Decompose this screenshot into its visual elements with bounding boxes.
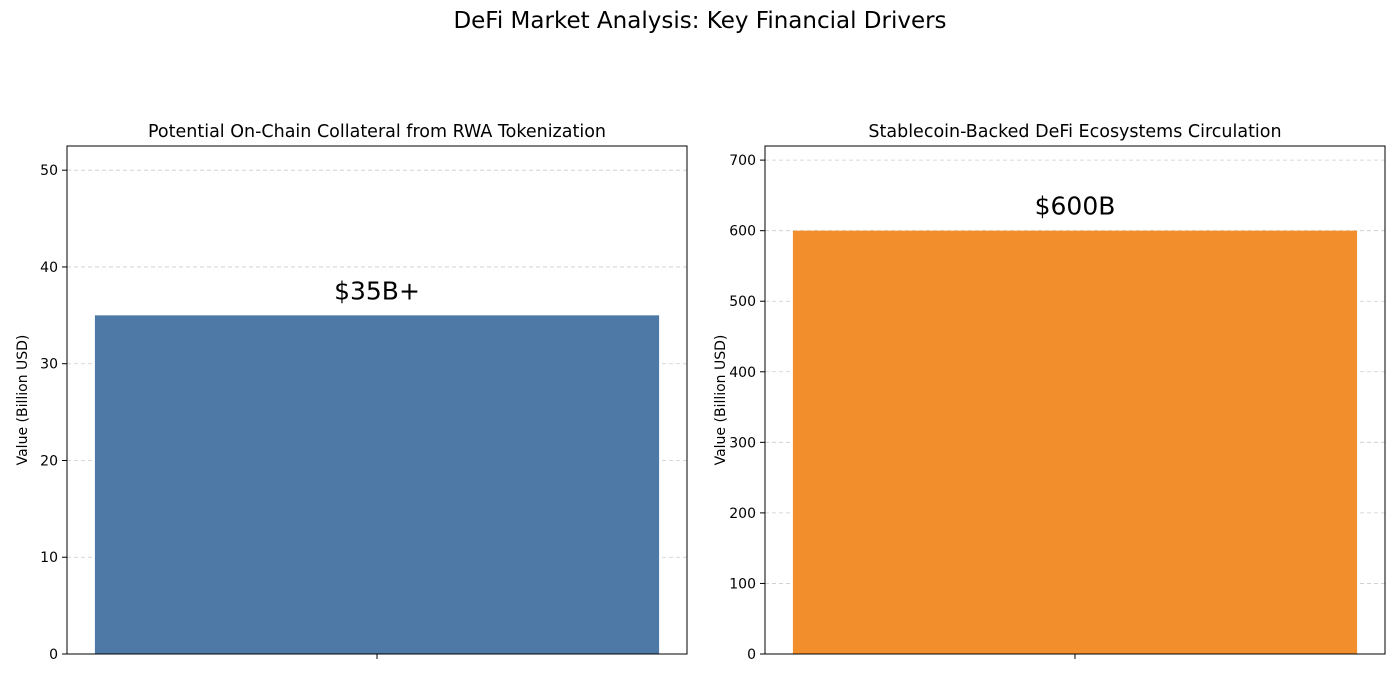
figure-title: DeFi Market Analysis: Key Financial Driv… <box>453 8 947 34</box>
y-tick-label: 200 <box>729 506 756 522</box>
y-tick-label: 700 <box>729 153 756 169</box>
bar-data-label: $35B+ <box>334 276 420 305</box>
chart-panel-rwa: 0 10 20 30 40 50 $35B+ Potential On-Chain Colla… <box>15 122 688 663</box>
chart-title: Potential On-Chain Collateral from RWA T… <box>148 122 606 142</box>
y-tick-label: 300 <box>729 435 756 451</box>
y-tick-label: 500 <box>729 294 756 310</box>
y-tick-label: 40 <box>40 260 58 276</box>
bar <box>94 315 660 654</box>
y-tick-label: 100 <box>729 576 756 592</box>
y-tick-label: 20 <box>40 453 58 469</box>
y-tick-label: 400 <box>729 365 756 381</box>
y-tick-label: 10 <box>40 550 58 566</box>
plot-frame <box>764 145 1386 655</box>
y-axis-label: Value (Billion USD) <box>15 335 31 466</box>
y-tick-label: 50 <box>40 163 58 179</box>
y-tick-label: 0 <box>747 647 756 663</box>
y-tick-label: 30 <box>40 357 58 373</box>
chart-title: Stablecoin-Backed DeFi Ecosystems Circul… <box>868 122 1281 142</box>
y-tick-label: 0 <box>49 647 58 663</box>
chart-panel-stablecoin: 0 100 200 300 400 500 600 700 $600B Stablecoin-Ba… <box>713 122 1386 663</box>
bar <box>792 230 1358 654</box>
y-axis-label: Value (Billion USD) <box>713 335 729 466</box>
y-tick-label: 600 <box>729 224 756 240</box>
bar-data-label: $600B <box>1035 192 1116 221</box>
plot-frame <box>66 145 688 655</box>
